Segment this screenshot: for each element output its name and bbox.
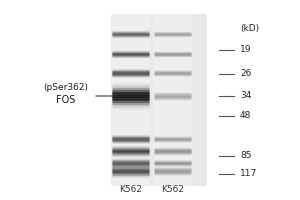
Text: 85: 85 bbox=[240, 152, 251, 160]
Bar bbox=[153, 14, 192, 186]
Text: 19: 19 bbox=[240, 46, 251, 54]
Text: K562: K562 bbox=[161, 184, 184, 194]
Text: 34: 34 bbox=[240, 92, 251, 100]
Bar bbox=[111, 14, 207, 186]
Text: 48: 48 bbox=[240, 112, 251, 120]
Text: 26: 26 bbox=[240, 70, 251, 78]
Text: (kD): (kD) bbox=[240, 23, 259, 32]
Text: 117: 117 bbox=[240, 170, 257, 178]
Text: (pSer362): (pSer362) bbox=[44, 83, 88, 92]
Text: K562: K562 bbox=[119, 184, 142, 194]
Bar bbox=[111, 14, 150, 186]
Text: FOS: FOS bbox=[56, 95, 76, 105]
